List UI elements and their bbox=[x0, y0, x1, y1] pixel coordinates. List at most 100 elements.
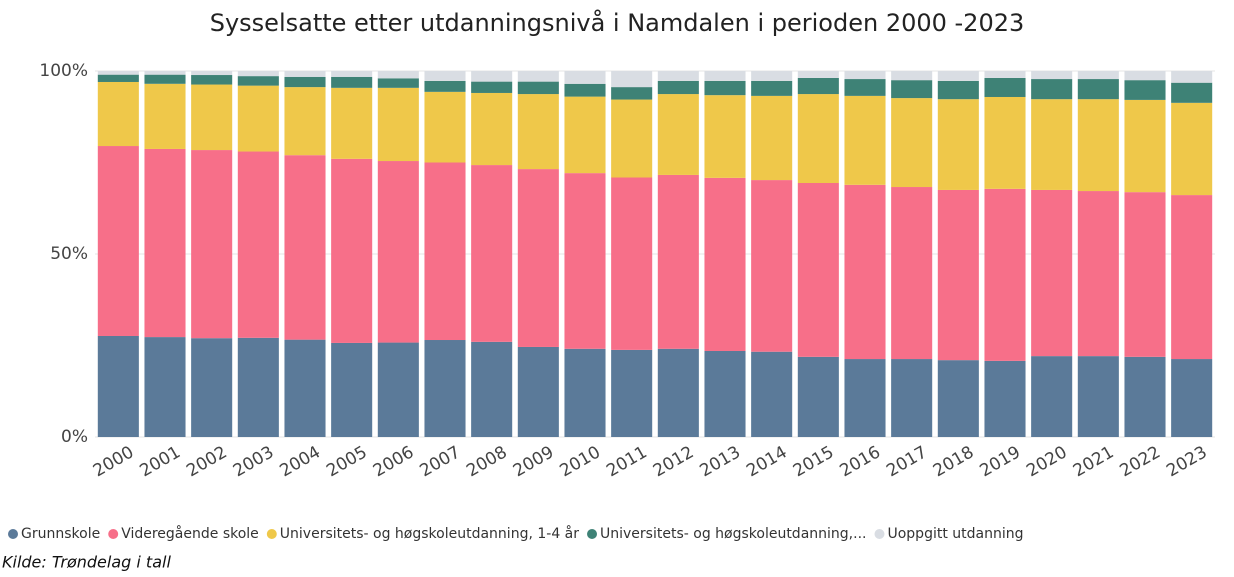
bar-segment bbox=[237, 151, 279, 338]
bar-segment bbox=[144, 74, 186, 84]
x-tick-label: 2000 bbox=[90, 442, 137, 481]
bar-segment bbox=[1124, 71, 1166, 81]
bar-segment bbox=[471, 81, 513, 93]
bar-segment bbox=[377, 87, 419, 162]
bar-segment bbox=[751, 351, 793, 437]
chart-title: Sysselsatte etter utdanningsnivå i Namda… bbox=[210, 8, 1025, 37]
bar-segment bbox=[891, 98, 933, 188]
bar-segment bbox=[424, 91, 466, 163]
x-tick-label: 2008 bbox=[463, 442, 510, 481]
bar-segment bbox=[517, 81, 559, 95]
bar-segment bbox=[377, 71, 419, 79]
bar-segment bbox=[657, 80, 699, 95]
legend-marker bbox=[8, 529, 18, 539]
bar-segment bbox=[611, 99, 653, 178]
legend-marker bbox=[874, 529, 885, 539]
bar-segment bbox=[751, 71, 793, 81]
bar-segment bbox=[97, 146, 139, 336]
bar-segment bbox=[237, 76, 279, 86]
x-tick-label: 2019 bbox=[977, 442, 1024, 481]
bar-segment bbox=[657, 94, 699, 175]
legend-label: Universitets- og høgskoleutdanning, 1-4 … bbox=[280, 525, 579, 542]
y-tick-label: 0% bbox=[61, 427, 88, 447]
bar-segment bbox=[424, 71, 466, 81]
bar-segment bbox=[704, 95, 746, 178]
bar-segment bbox=[937, 189, 979, 361]
x-tick-label: 2005 bbox=[323, 442, 370, 481]
bar-segment bbox=[751, 95, 793, 181]
bar-segment bbox=[611, 87, 653, 100]
bar-segment bbox=[797, 77, 839, 95]
bar-segment bbox=[331, 71, 373, 77]
x-tick-label: 2018 bbox=[930, 442, 977, 481]
bar-segment bbox=[937, 80, 979, 100]
bar-segment bbox=[844, 95, 886, 185]
x-tick-label: 2023 bbox=[1163, 442, 1210, 481]
bar-segment bbox=[984, 188, 1026, 361]
bar-segment bbox=[471, 71, 513, 82]
bar-segment bbox=[144, 148, 186, 338]
bar-segment bbox=[1077, 191, 1119, 357]
bar-segment bbox=[704, 177, 746, 351]
bar-segment bbox=[844, 184, 886, 360]
bar-segment bbox=[797, 71, 839, 78]
legend-label: Grunnskole bbox=[21, 526, 100, 542]
bar-segment bbox=[1077, 356, 1119, 437]
bar-segment bbox=[1031, 99, 1073, 190]
bar-segment bbox=[844, 359, 886, 437]
bar-segment bbox=[984, 71, 1026, 78]
bar-segment bbox=[984, 360, 1026, 437]
bar-segment bbox=[937, 360, 979, 437]
bar-segment bbox=[1031, 356, 1073, 437]
bar-segment bbox=[984, 96, 1026, 189]
bar-segment bbox=[891, 80, 933, 99]
bar-segment bbox=[191, 71, 233, 76]
bar-segment bbox=[144, 71, 186, 75]
bar-segment bbox=[424, 162, 466, 341]
legend-marker bbox=[266, 529, 277, 539]
bar-segment bbox=[1124, 99, 1166, 193]
legend-label: Uoppgitt utdanning bbox=[887, 526, 1023, 542]
legend-label: Universitets- og høgskoleutdanning,... bbox=[600, 526, 866, 542]
x-tick-label: 2003 bbox=[230, 442, 277, 481]
bar-segment bbox=[844, 71, 886, 80]
bar-segment bbox=[657, 348, 699, 437]
bar-segment bbox=[1077, 71, 1119, 80]
source: Kilde: Trøndelag i tall bbox=[2, 553, 171, 572]
bar-segment bbox=[564, 348, 606, 437]
bar-segment bbox=[891, 359, 933, 437]
x-tick-label: 2013 bbox=[697, 442, 744, 481]
bar-segment bbox=[797, 182, 839, 357]
bar-segment bbox=[471, 92, 513, 166]
bar-segment bbox=[564, 71, 606, 84]
bar-segment bbox=[191, 150, 233, 339]
x-tick-label: 2004 bbox=[277, 442, 324, 481]
bar-segment bbox=[1031, 79, 1073, 100]
bar-segment bbox=[1031, 189, 1073, 357]
bar-segment bbox=[331, 87, 373, 159]
bar-segment bbox=[1077, 99, 1119, 192]
bar-segment bbox=[564, 96, 606, 174]
bar-segment bbox=[1031, 71, 1073, 80]
bar-segment bbox=[517, 94, 559, 170]
bar-segment bbox=[984, 77, 1026, 97]
bar-segment bbox=[1171, 195, 1213, 360]
x-tick-label: 2002 bbox=[183, 442, 230, 481]
bar-segment bbox=[1171, 359, 1213, 437]
bar-segment bbox=[191, 75, 233, 85]
x-tick-label: 2014 bbox=[743, 442, 790, 481]
bar-segment bbox=[937, 99, 979, 190]
bar-segment bbox=[751, 180, 793, 352]
bar-segment bbox=[1124, 192, 1166, 357]
x-tick-label: 2016 bbox=[837, 442, 884, 481]
bar-segment bbox=[517, 346, 559, 437]
bar-segment bbox=[891, 187, 933, 360]
bar-segment bbox=[891, 71, 933, 81]
bar-segment bbox=[1171, 82, 1213, 103]
bar-segment bbox=[611, 177, 653, 350]
bar-segment bbox=[144, 83, 186, 149]
bar-segment bbox=[191, 338, 233, 437]
x-tick-label: 2007 bbox=[417, 442, 464, 481]
bar-segment bbox=[797, 356, 839, 437]
